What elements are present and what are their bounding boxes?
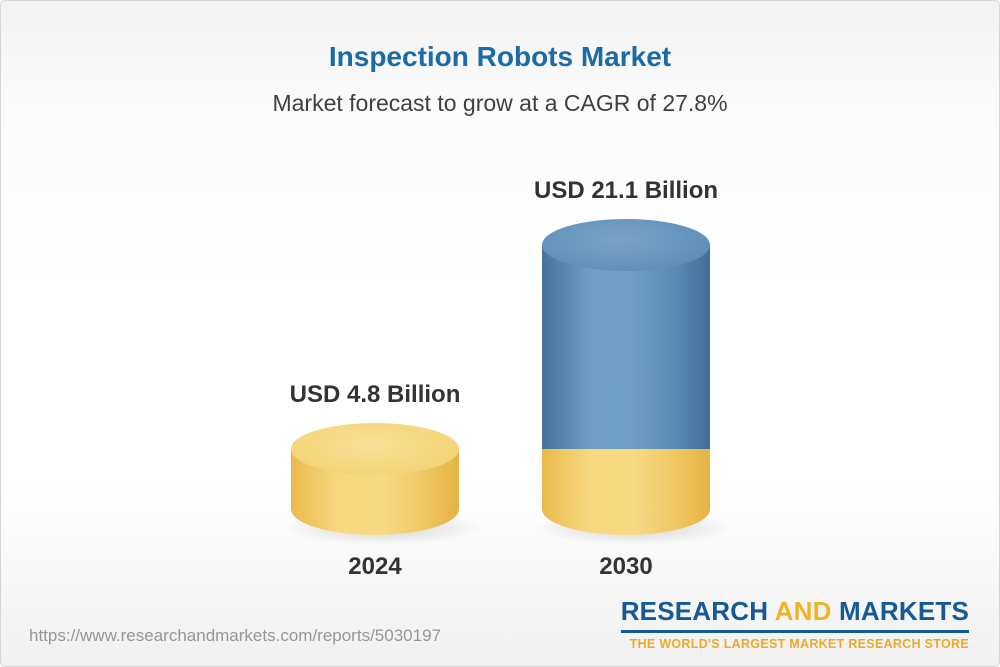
logo-word-research: RESEARCH bbox=[620, 596, 769, 626]
logo-tagline: THE WORLD'S LARGEST MARKET RESEARCH STOR… bbox=[629, 637, 969, 651]
category-label-2030: 2030 bbox=[599, 553, 653, 580]
cylinder-base-segment-2030 bbox=[542, 449, 710, 509]
research-and-markets-logo: RESEARCH AND MARKETS THE WORLD'S LARGEST… bbox=[620, 596, 969, 651]
logo-word-markets: MARKETS bbox=[839, 596, 969, 626]
bar-2030: USD 21.1 Billion 2030 bbox=[534, 177, 734, 581]
cylinder-top-face bbox=[542, 219, 710, 272]
logo-name: RESEARCH AND MARKETS bbox=[621, 596, 969, 627]
category-label-2024: 2024 bbox=[348, 553, 402, 580]
logo-word-and: AND bbox=[774, 596, 832, 626]
report-url: https://www.researchandmarkets.com/repor… bbox=[29, 626, 441, 645]
chart-plot-area: USD 4.8 Billion 2024 USD 21.1 Billion 20… bbox=[1, 151, 999, 581]
cylinder-2030 bbox=[534, 219, 734, 545]
cylinder-top-face bbox=[291, 423, 459, 475]
value-label-2030: USD 21.1 Billion bbox=[533, 177, 719, 205]
chart-subtitle: Market forecast to grow at a CAGR of 27.… bbox=[272, 90, 728, 116]
bar-2024: USD 4.8 Billion 2024 bbox=[283, 381, 483, 581]
cylinder-growth-segment-2030 bbox=[542, 245, 710, 449]
chart-title: Inspection Robots Market bbox=[328, 41, 672, 72]
value-label-2024: USD 4.8 Billion bbox=[289, 381, 461, 408]
cylinder-2024 bbox=[283, 423, 483, 545]
logo-divider-rule bbox=[620, 630, 969, 633]
chart-header: Inspection Robots Market Market forecast… bbox=[1, 1, 999, 117]
